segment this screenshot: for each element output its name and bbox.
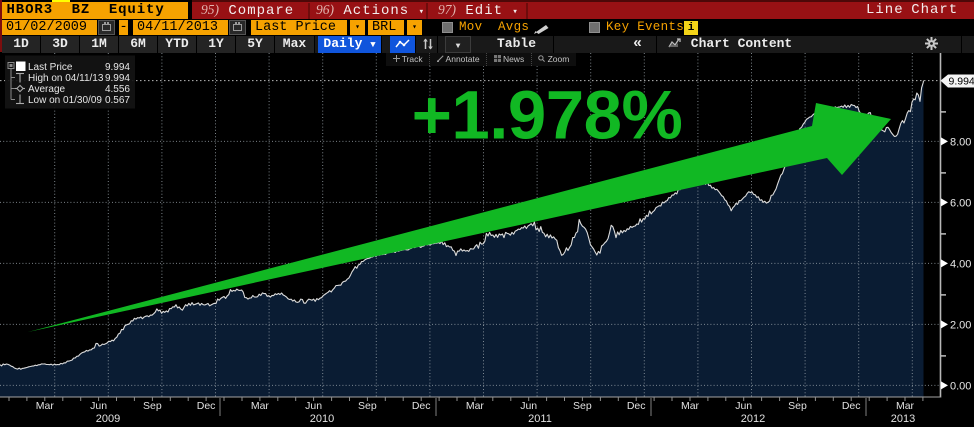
svg-text:Mar: Mar — [466, 400, 485, 412]
svg-text:2011: 2011 — [528, 413, 552, 425]
svg-text:Low on 01/30/09: Low on 01/30/09 — [28, 95, 102, 106]
svg-text:Dec: Dec — [412, 400, 431, 412]
svg-text:9.994: 9.994 — [105, 62, 130, 73]
svg-text:Mar: Mar — [36, 400, 55, 412]
svg-text:2013: 2013 — [891, 413, 915, 425]
svg-text:Jun: Jun — [735, 400, 752, 412]
svg-text:2.00: 2.00 — [950, 319, 971, 331]
svg-text:Dec: Dec — [627, 400, 646, 412]
svg-text:Dec: Dec — [842, 400, 861, 412]
svg-text:Dec: Dec — [197, 400, 216, 412]
svg-text:Sep: Sep — [573, 400, 592, 412]
svg-text:2012: 2012 — [741, 413, 765, 425]
svg-text:Average: Average — [28, 84, 66, 95]
svg-text:Mar: Mar — [681, 400, 700, 412]
svg-text:9.994: 9.994 — [105, 73, 130, 84]
svg-text:Jun: Jun — [520, 400, 537, 412]
svg-text:2009: 2009 — [96, 413, 120, 425]
svg-text:0.00: 0.00 — [950, 380, 971, 392]
svg-text:Jun: Jun — [305, 400, 322, 412]
svg-text:4.556: 4.556 — [105, 84, 130, 95]
svg-text:2010: 2010 — [310, 413, 334, 425]
svg-text:Sep: Sep — [143, 400, 162, 412]
svg-text:Last Price: Last Price — [28, 62, 73, 73]
svg-text:Sep: Sep — [788, 400, 807, 412]
svg-text:6.00: 6.00 — [950, 197, 971, 209]
svg-text:9.994: 9.994 — [949, 76, 974, 88]
svg-text:+1.978%: +1.978% — [412, 77, 683, 154]
svg-text:0.567: 0.567 — [105, 95, 130, 106]
svg-text:8.00: 8.00 — [950, 136, 971, 148]
svg-text:High on 04/11/13: High on 04/11/13 — [28, 73, 104, 84]
svg-text:Mar: Mar — [896, 400, 915, 412]
svg-text:4.00: 4.00 — [950, 258, 971, 270]
svg-text:Sep: Sep — [358, 400, 377, 412]
svg-text:Mar: Mar — [251, 400, 270, 412]
svg-text:Jun: Jun — [90, 400, 107, 412]
